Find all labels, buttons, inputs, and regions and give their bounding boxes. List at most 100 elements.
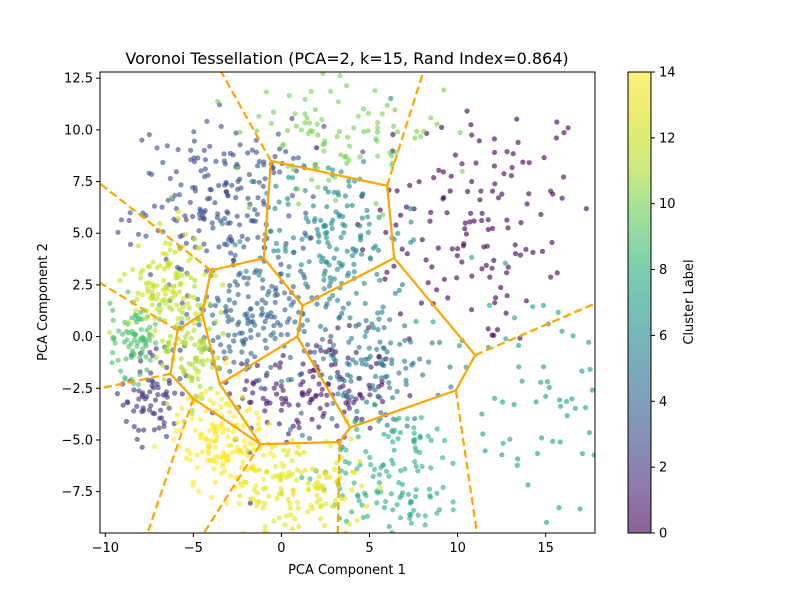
scatter-point xyxy=(263,401,270,407)
scatter-point xyxy=(394,188,400,194)
scatter-point xyxy=(335,325,341,331)
scatter-point xyxy=(253,149,259,155)
scatter-point xyxy=(271,170,277,176)
y-tick-label: 7.5 xyxy=(72,175,93,190)
scatter-point xyxy=(288,512,294,518)
scatter-point xyxy=(213,158,219,164)
scatter-point xyxy=(196,488,202,494)
scatter-point xyxy=(228,250,234,256)
scatter-point xyxy=(579,451,586,457)
scatter-point xyxy=(186,395,192,401)
scatter-point xyxy=(221,468,227,474)
scatter-point xyxy=(362,300,368,307)
scatter-point xyxy=(361,129,367,135)
scatter-point xyxy=(374,488,380,494)
scatter-point xyxy=(259,310,266,316)
scatter-point xyxy=(380,345,386,351)
scatter-point xyxy=(346,339,352,345)
scatter-point xyxy=(272,205,278,212)
scatter-point xyxy=(254,499,260,505)
scatter-point xyxy=(207,397,213,403)
scatter-point xyxy=(271,385,277,391)
scatter-point xyxy=(225,427,231,433)
scatter-point xyxy=(329,225,335,232)
scatter-point xyxy=(305,509,311,515)
scatter-point xyxy=(448,384,454,390)
scatter-point xyxy=(259,297,265,303)
scatter-point xyxy=(306,435,313,441)
scatter-point xyxy=(469,178,475,185)
scatter-point xyxy=(461,241,467,247)
scatter-point xyxy=(569,396,575,402)
x-tick-label: 15 xyxy=(537,541,554,556)
scatter-point xyxy=(215,355,221,361)
scatter-point xyxy=(305,480,312,486)
scatter-point xyxy=(360,191,366,197)
scatter-point xyxy=(553,135,560,141)
scatter-point xyxy=(176,266,182,272)
scatter-point xyxy=(615,210,620,215)
scatter-point xyxy=(510,151,516,157)
scatter-point xyxy=(177,347,183,353)
scatter-point xyxy=(344,248,350,254)
scatter-point xyxy=(382,276,388,282)
scatter-point xyxy=(212,303,219,309)
scatter-point xyxy=(415,468,421,474)
scatter-point xyxy=(172,390,178,396)
scatter-point xyxy=(153,354,159,360)
scatter-point xyxy=(404,423,410,429)
scatter-point xyxy=(249,178,255,184)
scatter-point xyxy=(557,397,563,403)
scatter-point xyxy=(165,340,171,346)
scatter-point xyxy=(220,331,226,337)
scatter-point xyxy=(419,237,425,243)
scatter-point xyxy=(349,202,355,208)
scatter-point xyxy=(317,323,323,329)
scatter-point xyxy=(278,461,284,467)
scatter-point xyxy=(494,327,501,333)
y-tick-label: 2.5 xyxy=(72,278,93,293)
scatter-point xyxy=(299,236,305,242)
scatter-point xyxy=(157,221,163,227)
scatter-point xyxy=(298,410,304,416)
scatter-point xyxy=(361,159,367,165)
scatter-point xyxy=(261,486,267,492)
scatter-point xyxy=(219,420,225,426)
scatter-point xyxy=(399,492,405,498)
scatter-point xyxy=(152,397,159,403)
scatter-point xyxy=(263,345,269,351)
scatter-point xyxy=(477,197,483,203)
scatter-point xyxy=(199,449,205,455)
scatter-point xyxy=(516,342,522,349)
scatter-point xyxy=(291,249,297,255)
scatter-point xyxy=(191,479,197,485)
scatter-point xyxy=(329,416,335,422)
scatter-point xyxy=(255,234,261,240)
scatter-point xyxy=(255,332,261,338)
scatter-point xyxy=(336,377,342,383)
scatter-point xyxy=(342,154,348,160)
scatter-point xyxy=(392,107,398,113)
scatter-point xyxy=(165,262,171,268)
scatter-point xyxy=(375,247,382,253)
scatter-point xyxy=(184,311,190,317)
scatter-point xyxy=(171,216,177,222)
scatter-point xyxy=(543,393,549,399)
scatter-point xyxy=(564,413,570,419)
scatter-point xyxy=(375,310,381,316)
scatter-point xyxy=(160,287,166,293)
scatter-point xyxy=(202,166,208,172)
scatter-point xyxy=(523,246,529,252)
scatter-point xyxy=(121,339,127,345)
scatter-point xyxy=(485,326,491,332)
scatter-point xyxy=(162,240,168,246)
scatter-point xyxy=(505,225,511,231)
y-tick-label: −2.5 xyxy=(61,382,93,397)
scatter-point xyxy=(278,261,284,267)
scatter-point xyxy=(136,396,142,402)
scatter-point xyxy=(374,271,380,277)
scatter-point xyxy=(203,388,209,394)
scatter-point xyxy=(216,244,222,250)
scatter-point xyxy=(299,432,305,438)
scatter-point xyxy=(396,287,402,293)
